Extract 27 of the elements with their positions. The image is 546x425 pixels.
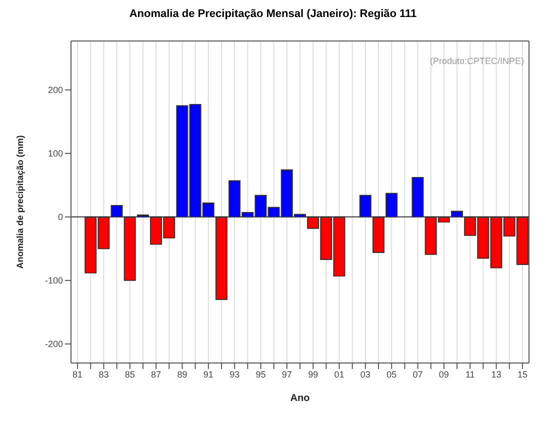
x-tick-label: 93 [230,369,240,380]
x-tick-label: 85 [124,369,135,380]
y-tick-label: 200 [48,85,63,96]
x-tick-label: 09 [438,369,449,380]
y-tick-label: 0 [58,212,63,222]
x-tick-label: 13 [491,369,502,380]
x-tick-label: 87 [151,369,162,380]
x-tick-label: 05 [386,369,397,380]
x-tick-label: 97 [282,369,292,380]
y-tick-label: -100 [44,276,63,286]
y-axis-title: Anomalia de precipitação (mm) [15,135,26,269]
y-tick-label: -200 [44,339,63,350]
x-tick-label: 91 [203,369,214,380]
x-tick-label: 89 [177,369,188,380]
x-tick-label: 95 [256,369,266,380]
y-tick-label: 100 [48,148,63,159]
x-tick-label: 81 [72,369,83,380]
annotation: (Produto:CPTEC/INPE) [430,56,524,66]
x-axis-title: Ano [290,393,310,404]
x-tick-label: 11 [465,369,475,380]
chart-title: Anomalia de Precipitação Mensal (Janeiro): Região 111 [128,8,418,22]
x-tick-label: 03 [360,369,370,380]
x-tick-label: 83 [98,369,109,380]
x-tick-label: 07 [412,369,423,380]
x-tick-label: 15 [517,369,528,380]
x-tick-label: 99 [308,369,318,380]
x-tick-label: 01 [334,369,344,380]
